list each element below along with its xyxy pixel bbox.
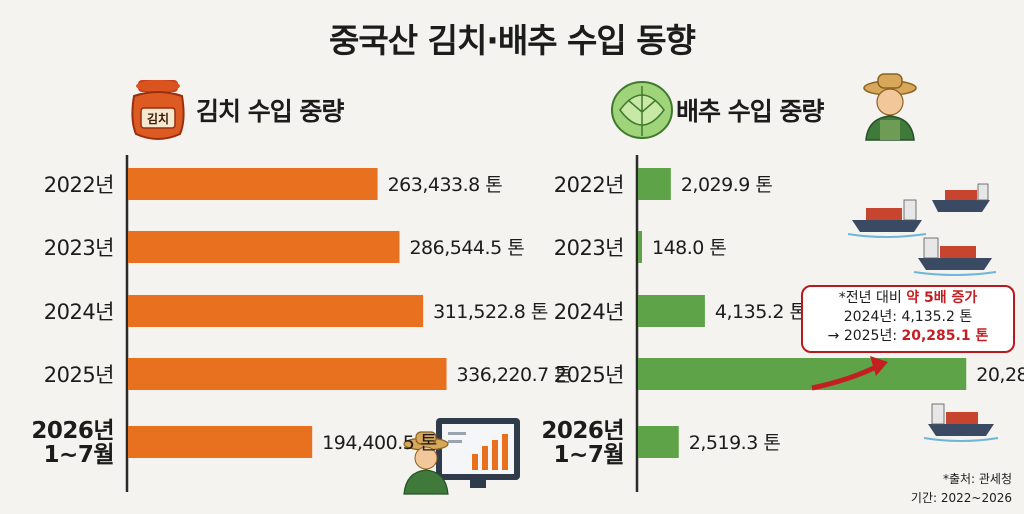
kimchi-bar (128, 426, 313, 458)
kimchi-bar (128, 168, 378, 200)
cabbage-bar (638, 168, 671, 200)
period-line: 기간: 2022~2026 (910, 491, 1012, 505)
kimchi-bar (128, 358, 447, 390)
source-note: *출처: 관세청 기간: 2022~2026 (911, 470, 1012, 508)
cabbage-value-label: 2,029.9 톤 (681, 174, 773, 196)
cabbage-chart: 2022년 2,029.9 톤 2023년 148.0 톤 2024년 4,135.2 톤… (541, 168, 1024, 468)
kimchi-chart: 2022년 263,433.8 톤 2023년 286,544.5 톤 2024년 311… (31, 168, 572, 468)
kimchi-value-label: 286,544.5 톤 (409, 237, 524, 259)
callout-line-1: *전년 대비 약 5배 증가 (838, 290, 978, 306)
kimchi-value-label: 311,522.8 톤 (433, 301, 548, 323)
callout-line-2: 2024년: 4,135.2 톤 (843, 309, 973, 325)
kimchi-value-label: 194,400.5 톤 (322, 432, 437, 454)
cabbage-category-label: 2025년 (554, 363, 624, 387)
source-line: *출처: 관세청 (942, 472, 1012, 486)
cabbage-chart-title: 배추 수입 중량 (676, 97, 824, 126)
cabbage-value-label: 4,135.2 톤 (715, 301, 807, 323)
callout-line-3: → 2025년: 20,285.1 톤 (827, 328, 989, 344)
kimchi-category-label: 2024년 (44, 300, 114, 324)
cabbage-category-label: 2024년 (554, 300, 624, 324)
cabbage-category-label: 1~7월 (554, 442, 624, 468)
kimchi-category-label: 2023년 (44, 236, 114, 260)
monitor-farmer-icon (403, 418, 520, 495)
cabbage-bar (638, 358, 967, 390)
cabbage-bar (638, 426, 679, 458)
ship-icon-2 (847, 199, 927, 238)
kimchi-bar (128, 295, 424, 327)
increase-arrow (811, 363, 880, 391)
cabbage-category-label: 2026년 (541, 418, 624, 444)
cabbage-icon (611, 81, 673, 139)
cabbage-value-label: 20,285.1 톤 (976, 364, 1024, 386)
ship-icon-4 (923, 403, 999, 442)
cabbage-category-label: 2023년 (554, 236, 624, 260)
jar-label: 김치 (147, 111, 169, 126)
cabbage-bar (638, 231, 642, 263)
cabbage-category-label: 2022년 (554, 173, 624, 197)
cabbage-value-label: 2,519.3 톤 (689, 432, 781, 454)
kimchi-bar (128, 231, 400, 263)
kimchi-value-label: 263,433.8 톤 (388, 174, 503, 196)
ship-icon (932, 183, 990, 212)
cabbage-value-label: 148.0 톤 (652, 237, 726, 259)
kimchi-category-label: 1~7월 (44, 442, 114, 468)
kimchi-category-label: 2025년 (44, 363, 114, 387)
farmer-icon (863, 73, 917, 141)
cabbage-bar (638, 295, 705, 327)
kimchi-chart-title: 김치 수입 중량 (196, 97, 344, 126)
increase-arrow-head (870, 356, 888, 376)
increase-callout: *전년 대비 약 5배 증가 2024년: 4,135.2 톤 → 2025년:… (801, 285, 1015, 353)
kimchi-jar-icon: 김치 (131, 80, 185, 140)
ship-icon-3 (913, 237, 997, 276)
page-title: 중국산 김치·배추 수입 동향 (329, 21, 696, 60)
kimchi-category-label: 2026년 (31, 418, 114, 444)
kimchi-category-label: 2022년 (44, 173, 114, 197)
kimchi-value-label: 336,220.7 톤 (457, 364, 572, 386)
